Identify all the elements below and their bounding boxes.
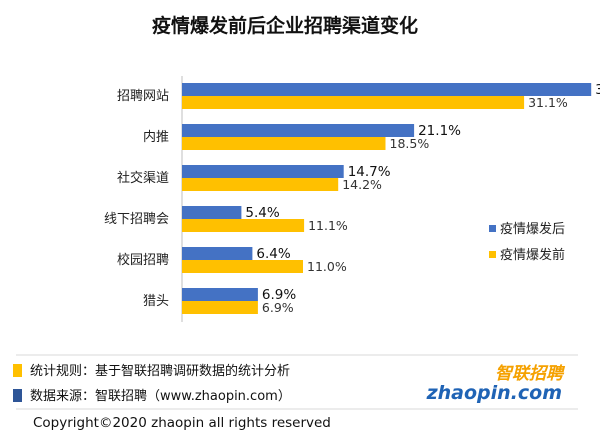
bar-after-referral xyxy=(182,124,415,137)
bar-after-job-fair xyxy=(182,206,242,219)
category-label-campus: 校园招聘 xyxy=(117,252,169,268)
legend-swatch-before xyxy=(489,251,496,258)
value-label-before-social: 14.2% xyxy=(342,177,382,192)
logo-chinese-text: 智联招聘 xyxy=(495,364,566,384)
category-label-social: 社交渠道 xyxy=(117,170,169,186)
chart-legend: 疫情爆发后 疫情爆发前 xyxy=(489,221,565,263)
value-label-after-social: 14.7% xyxy=(348,164,391,180)
bar-before-referral xyxy=(182,137,386,150)
bar-before-campus xyxy=(182,260,303,273)
legend-label-before: 疫情爆发前 xyxy=(500,247,565,263)
legend-swatch-after xyxy=(489,225,496,232)
source-swatch xyxy=(13,389,22,402)
legend-label-after: 疫情爆发后 xyxy=(500,221,565,237)
value-label-before-job-fair: 11.1% xyxy=(308,218,348,233)
chart-title: 疫情爆发前后企业招聘渠道变化 xyxy=(152,14,418,37)
value-label-after-headhunter: 6.9% xyxy=(262,287,296,303)
chart-marks: 招聘网站 37.2% 31.1% 内推 21.1%18.5% 社交渠道 14.7%14.2%… xyxy=(104,82,600,315)
category-label-job-fair: 线下招聘会 xyxy=(104,212,169,227)
value-label-before-campus: 11.0% xyxy=(307,259,347,274)
value-label-before-referral: 18.5% xyxy=(390,136,430,151)
bar-after-social xyxy=(182,165,344,178)
logo-english-text: zhaopin.com xyxy=(426,382,562,404)
value-label-after-website: 37.2% xyxy=(595,82,600,98)
value-label-after-referral: 21.1% xyxy=(418,123,461,139)
category-label-website: 招聘网站 xyxy=(117,89,169,104)
data-source-text: 数据来源：智联招聘（www.zhaopin.com） xyxy=(30,389,291,404)
rule-swatch xyxy=(13,364,22,377)
bar-before-job-fair xyxy=(182,219,305,232)
stat-rule-text: 统计规则：基于智联招聘调研数据的统计分析 xyxy=(30,363,290,379)
value-label-before-website: 31.1% xyxy=(528,95,568,110)
bar-before-website xyxy=(182,96,525,109)
category-label-referral: 内推 xyxy=(143,129,169,145)
bar-before-social xyxy=(182,178,339,191)
zhaopin-logo: 智联招聘 zhaopin.com xyxy=(426,364,566,404)
bar-after-headhunter xyxy=(182,288,258,301)
value-label-after-job-fair: 5.4% xyxy=(245,205,279,221)
category-label-headhunter: 猎头 xyxy=(143,294,169,309)
value-label-before-headhunter: 6.9% xyxy=(262,300,294,315)
bar-after-campus xyxy=(182,247,253,260)
bar-before-headhunter xyxy=(182,301,258,314)
bar-after-website xyxy=(182,83,592,96)
value-label-after-campus: 6.4% xyxy=(256,246,290,262)
copyright-text: Copyright©2020 zhaopin all rights reserv… xyxy=(33,415,331,431)
